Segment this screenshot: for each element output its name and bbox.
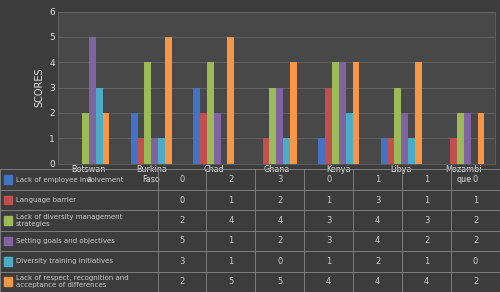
Bar bbox=[380, 138, 388, 164]
Bar bbox=[138, 138, 144, 164]
Text: 3: 3 bbox=[326, 216, 332, 225]
Text: 1: 1 bbox=[375, 175, 380, 184]
Bar bbox=[228, 37, 234, 164]
Text: 1: 1 bbox=[473, 196, 478, 204]
Text: Lack of diversity management
strategies: Lack of diversity management strategies bbox=[16, 214, 122, 227]
Bar bbox=[130, 113, 138, 164]
Bar bbox=[262, 138, 270, 164]
Text: Diversity training initiatives: Diversity training initiatives bbox=[16, 258, 113, 264]
Text: 3: 3 bbox=[375, 196, 380, 204]
Text: 0: 0 bbox=[277, 257, 282, 266]
Text: 5: 5 bbox=[228, 277, 234, 286]
Bar bbox=[332, 62, 339, 164]
Bar bbox=[283, 138, 290, 164]
Bar bbox=[200, 113, 207, 164]
Bar bbox=[4, 175, 12, 184]
Text: 4: 4 bbox=[375, 216, 380, 225]
Text: 0: 0 bbox=[473, 175, 478, 184]
Text: 1: 1 bbox=[326, 257, 332, 266]
Bar bbox=[207, 62, 214, 164]
Text: 2: 2 bbox=[277, 237, 282, 245]
Bar bbox=[346, 113, 352, 164]
Text: 3: 3 bbox=[424, 216, 430, 225]
Text: 1: 1 bbox=[228, 237, 234, 245]
Bar bbox=[151, 138, 158, 164]
Bar bbox=[4, 237, 12, 245]
Bar bbox=[89, 37, 96, 164]
Text: 2: 2 bbox=[375, 257, 380, 266]
Text: 1: 1 bbox=[424, 175, 429, 184]
Bar bbox=[4, 196, 12, 204]
Bar bbox=[4, 216, 12, 225]
Bar bbox=[270, 88, 276, 164]
Text: Setting goals and objectives: Setting goals and objectives bbox=[16, 238, 115, 244]
Text: 2: 2 bbox=[473, 277, 478, 286]
Bar bbox=[4, 257, 12, 266]
Bar bbox=[415, 62, 422, 164]
Text: 2: 2 bbox=[180, 277, 184, 286]
Text: 4: 4 bbox=[375, 277, 380, 286]
Text: Language barrier: Language barrier bbox=[16, 197, 76, 203]
Bar bbox=[276, 88, 283, 164]
Text: 2: 2 bbox=[277, 196, 282, 204]
Text: 3: 3 bbox=[326, 237, 332, 245]
Bar bbox=[144, 62, 151, 164]
Bar bbox=[450, 138, 457, 164]
Text: 2: 2 bbox=[473, 216, 478, 225]
Bar bbox=[457, 113, 464, 164]
Text: 1: 1 bbox=[228, 257, 234, 266]
Text: 1: 1 bbox=[326, 196, 332, 204]
Text: 0: 0 bbox=[473, 257, 478, 266]
Bar bbox=[394, 88, 402, 164]
Text: 0: 0 bbox=[326, 175, 332, 184]
Text: 4: 4 bbox=[375, 237, 380, 245]
Text: 5: 5 bbox=[277, 277, 282, 286]
Bar bbox=[158, 138, 165, 164]
Text: 2: 2 bbox=[473, 237, 478, 245]
Bar bbox=[82, 113, 89, 164]
Bar bbox=[290, 62, 297, 164]
Text: 4: 4 bbox=[277, 216, 282, 225]
Bar bbox=[401, 113, 408, 164]
Bar bbox=[165, 37, 172, 164]
Bar bbox=[352, 62, 360, 164]
Text: 1: 1 bbox=[424, 196, 429, 204]
Bar bbox=[325, 88, 332, 164]
Bar bbox=[96, 88, 102, 164]
Text: Lack of respect, recognition and
acceptance of differences: Lack of respect, recognition and accepta… bbox=[16, 275, 128, 288]
Text: 3: 3 bbox=[277, 175, 282, 184]
Text: 2: 2 bbox=[228, 175, 234, 184]
Text: 4: 4 bbox=[424, 277, 429, 286]
Text: 1: 1 bbox=[228, 196, 234, 204]
Bar bbox=[478, 113, 484, 164]
Y-axis label: SCORES: SCORES bbox=[35, 68, 45, 107]
Text: Lack of employee involvement: Lack of employee involvement bbox=[16, 177, 124, 182]
Text: 4: 4 bbox=[326, 277, 332, 286]
Text: 3: 3 bbox=[180, 257, 184, 266]
Text: 0: 0 bbox=[180, 175, 184, 184]
Text: 5: 5 bbox=[180, 237, 184, 245]
Bar bbox=[102, 113, 110, 164]
Bar bbox=[4, 277, 12, 286]
Text: 4: 4 bbox=[228, 216, 234, 225]
Bar bbox=[408, 138, 415, 164]
Text: 0: 0 bbox=[180, 196, 184, 204]
Bar bbox=[464, 113, 470, 164]
Text: 2: 2 bbox=[424, 237, 429, 245]
Text: 2: 2 bbox=[180, 216, 184, 225]
Bar bbox=[318, 138, 325, 164]
Bar bbox=[214, 113, 220, 164]
Bar bbox=[339, 62, 345, 164]
Bar bbox=[193, 88, 200, 164]
Text: 1: 1 bbox=[424, 257, 429, 266]
Bar bbox=[388, 138, 394, 164]
